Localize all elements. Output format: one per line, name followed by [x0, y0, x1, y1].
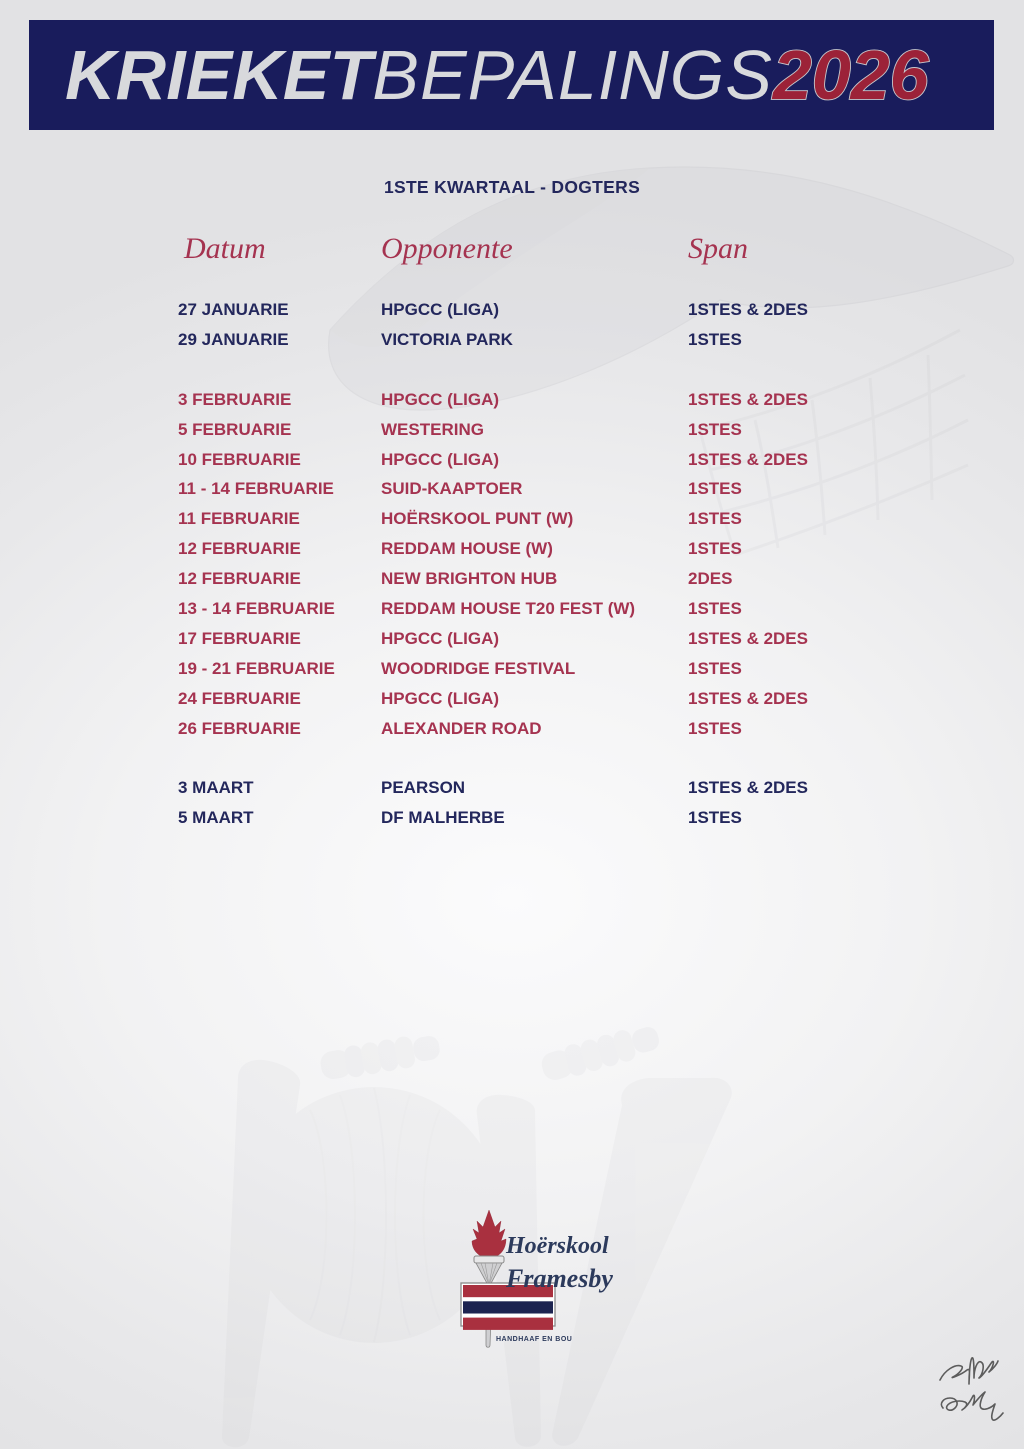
svg-text:HANDHAAF EN BOU: HANDHAAF EN BOU: [496, 1336, 572, 1343]
svg-text:Framesby: Framesby: [505, 1264, 613, 1293]
svg-text:Hoërskool: Hoërskool: [505, 1233, 609, 1259]
